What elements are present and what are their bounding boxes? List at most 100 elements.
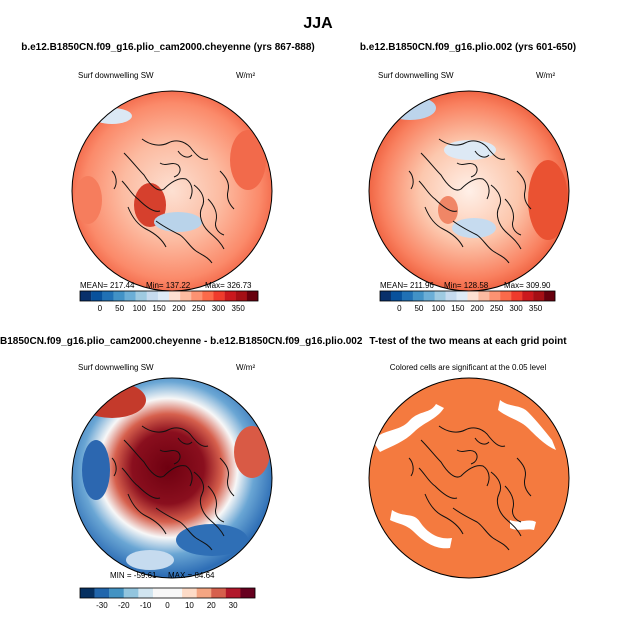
colorbar-tick-label: 150 — [152, 304, 166, 313]
colorbar-tick-label: 0 — [98, 304, 103, 313]
colorbar-tick-label: -20 — [118, 601, 130, 610]
colorbar-tick-label: -30 — [96, 601, 108, 610]
colorbar-swatch — [169, 291, 181, 301]
colorbar-swatch — [167, 588, 183, 598]
colorbar-tick-label: 50 — [115, 304, 124, 313]
panel-2-mean: MEAN= 211.96 — [380, 281, 434, 290]
colorbar-swatch — [456, 291, 468, 301]
colorbar-swatch — [157, 291, 170, 301]
panel-1-blob-light-blue — [154, 212, 202, 232]
panel-3-blob-blue-lower-right — [176, 524, 248, 556]
colorbar-swatch — [522, 291, 534, 301]
colorbar-tick-label: 10 — [185, 601, 194, 610]
panel-4-nonsignificant-band-bottom — [390, 510, 452, 549]
panel-1-blob-red-right — [230, 130, 266, 190]
colorbar-tick-label: 250 — [192, 304, 206, 313]
panel-1-field — [72, 91, 272, 291]
panel-4-title: T-test of the two means at each grid poi… — [369, 336, 567, 347]
panel-3-blob-blue-left — [82, 440, 110, 500]
panel-2-map — [369, 91, 569, 291]
panel-4-nonsignificant-band-left — [372, 404, 444, 452]
colorbar-swatch — [544, 291, 556, 301]
panel-3-variable-label: Surf downwelling SW — [78, 363, 154, 372]
colorbar-swatch — [390, 291, 403, 301]
figure-title: JJA — [303, 15, 333, 32]
panel-3-colorbar: -30 -20 -10 0 10 20 30 — [79, 587, 256, 610]
panel-2-unit-label: W/m² — [536, 71, 555, 80]
colorbar-swatch — [423, 291, 435, 301]
panel-2-max: Max= 309.90 — [504, 281, 551, 290]
colorbar-border — [79, 587, 256, 599]
panel-4-map — [369, 378, 569, 578]
colorbar-swatch — [224, 291, 236, 301]
colorbar-border — [79, 290, 259, 302]
colorbar-swatch — [225, 588, 241, 598]
panel-1: b.e12.B1850CN.f09_g16.plio_cam2000.cheye… — [21, 42, 315, 313]
panel-3-max: MAX = 84.64 — [168, 571, 215, 580]
panel-1-mean: MEAN= 217.44 — [80, 281, 135, 290]
panel-1-blob-red-left — [74, 176, 102, 224]
panel-3-min: MIN = -59.61 — [110, 571, 157, 580]
panel-4-significance-note: Colored cells are significant at the 0.0… — [390, 363, 547, 372]
panel-1-variable-label: Surf downwelling SW — [78, 71, 154, 80]
panel-4: T-test of the two means at each grid poi… — [368, 336, 570, 579]
panel-1-map — [72, 91, 272, 291]
colorbar-tick-label: 300 — [509, 304, 523, 313]
panel-3-blob-pale-bottom — [126, 550, 174, 570]
colorbar-swatch — [182, 588, 197, 598]
colorbar-tick-label: 20 — [207, 601, 216, 610]
colorbar-tick-label: 0 — [397, 304, 402, 313]
colorbar-swatch — [123, 588, 139, 598]
panel-3-map-border — [71, 377, 273, 579]
panel-3-blob-red-upper-left — [78, 382, 146, 418]
colorbar-swatch — [211, 588, 227, 598]
colorbar-swatch — [511, 291, 523, 301]
colorbar-swatch — [235, 291, 248, 301]
panel-2-colorbar: 0 50 100 150 200 250 300 350 — [379, 290, 556, 313]
colorbar-tick-label: 300 — [212, 304, 226, 313]
panel-2-min: Min= 128.58 — [444, 281, 489, 290]
panel-1-max: Max= 326.73 — [205, 281, 252, 290]
colorbar-swatch — [412, 291, 424, 301]
colorbar-swatch — [135, 291, 147, 301]
panel-4-map-border — [368, 377, 570, 579]
panel-1-blob-dark-red — [134, 183, 166, 227]
panel-2-variable-label: Surf downwelling SW — [378, 71, 454, 80]
colorbar-swatch — [246, 291, 259, 301]
panel-2-blob-light-blue — [452, 218, 496, 238]
colorbar-swatch — [94, 588, 110, 598]
colorbar-swatch — [180, 291, 192, 301]
panel-2-title: b.e12.B1850CN.f09_g16.plio.002 (yrs 601-… — [360, 42, 576, 53]
colorbar-swatch — [80, 291, 92, 301]
panel-2-blob-red-center — [438, 196, 458, 224]
colorbar-swatch — [152, 588, 168, 598]
colorbar-tick-label: 50 — [414, 304, 423, 313]
colorbar-tick-label: 250 — [490, 304, 504, 313]
colorbar-swatch — [213, 291, 225, 301]
panel-1-title: b.e12.B1850CN.f09_g16.plio_cam2000.cheye… — [21, 42, 315, 53]
panel-2-blob-red-right — [528, 160, 568, 240]
panel-3: B1850CN.f09_g16.plio_cam2000.cheyenne - … — [0, 336, 363, 610]
panel-4-nonsignificant-band-right — [498, 400, 556, 450]
panel-1-unit-label: W/m² — [236, 71, 255, 80]
colorbar-tick-label: 200 — [172, 304, 186, 313]
colorbar-tick-label: 100 — [133, 304, 147, 313]
panel-2-blob-blue-center — [444, 140, 496, 160]
colorbar-swatch — [467, 291, 479, 301]
colorbar-swatch — [113, 291, 125, 301]
colorbar-tick-label: -10 — [140, 601, 152, 610]
colorbar-swatch — [489, 291, 501, 301]
colorbar-tick-label: 100 — [432, 304, 446, 313]
colorbar-swatch — [478, 291, 490, 301]
colorbar-swatch — [202, 291, 214, 301]
panel-4-nonsignificant-band-lower-right — [510, 520, 536, 530]
colorbar-swatch — [124, 291, 136, 301]
panel-2: b.e12.B1850CN.f09_g16.plio.002 (yrs 601-… — [360, 42, 576, 313]
colorbar-swatch — [146, 291, 159, 301]
panel-3-blob-red-right — [234, 426, 270, 478]
panel-3-title: B1850CN.f09_g16.plio_cam2000.cheyenne - … — [0, 336, 363, 347]
colorbar-tick-label: 350 — [232, 304, 246, 313]
colorbar-tick-label: 150 — [451, 304, 465, 313]
colorbar-swatch — [445, 291, 457, 301]
